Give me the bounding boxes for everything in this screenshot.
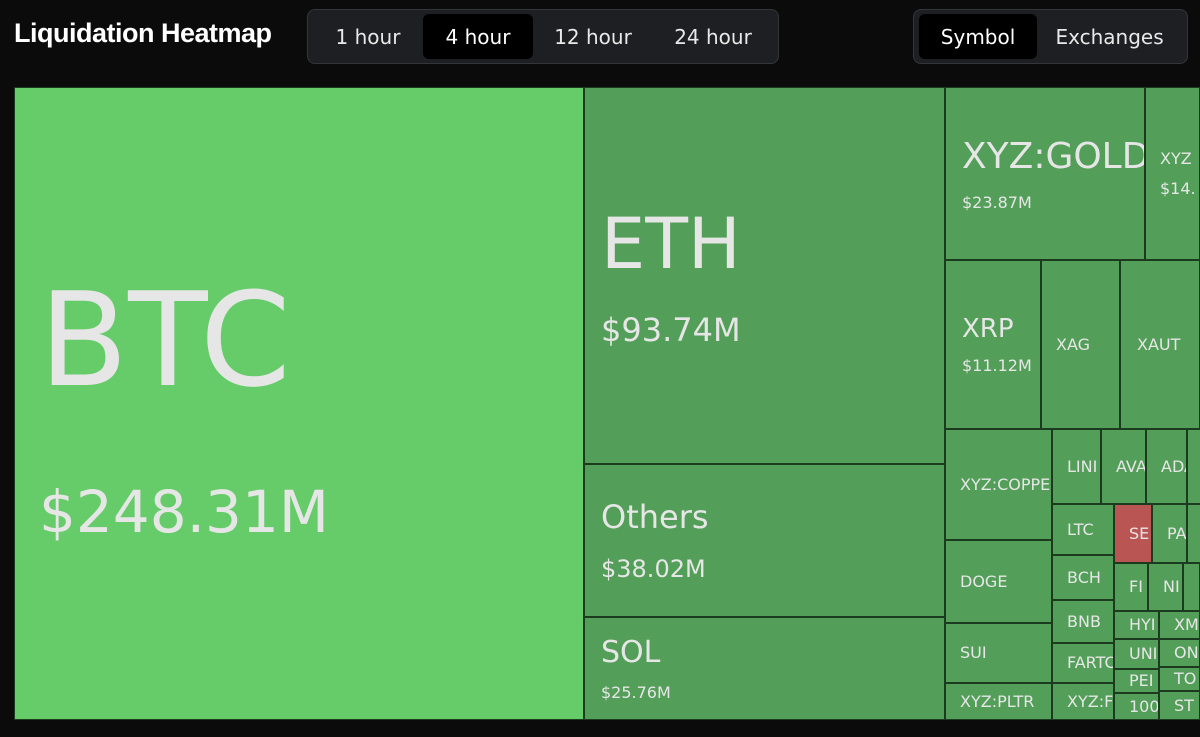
tile-symbol: SE (1129, 523, 1150, 543)
tile-symbol: ON (1174, 643, 1199, 663)
treemap-tile[interactable]: ADA (1146, 429, 1187, 504)
treemap-tile[interactable]: PEI (1114, 669, 1159, 693)
treemap-tile[interactable]: XYZ:COPPE (945, 429, 1052, 540)
tile-symbol: ETH (601, 203, 741, 285)
treemap-tile[interactable]: NI (1148, 563, 1183, 611)
treemap-tile[interactable]: XM (1159, 611, 1200, 639)
treemap-tile[interactable]: UNI (1114, 639, 1159, 669)
tile-symbol: LINI (1067, 456, 1098, 476)
tile-symbol: 100 (1129, 696, 1159, 716)
treemap-tile[interactable]: DOGE (945, 540, 1052, 623)
treemap-tile[interactable]: PA (1152, 504, 1187, 563)
tile-symbol: XM (1174, 615, 1199, 635)
tile-value: $248.31M (39, 477, 329, 546)
tile-symbol: XYZ:COPPE (960, 474, 1051, 494)
tile-symbol: BCH (1067, 567, 1101, 587)
tile-symbol: PEI (1129, 671, 1154, 691)
treemap-tile[interactable]: 100 (1114, 693, 1159, 720)
tile-symbol: UNI (1129, 644, 1158, 664)
tile-value: $23.87M (962, 192, 1032, 212)
tile-symbol: XYZ (1160, 149, 1192, 169)
treemap-tile[interactable] (1183, 563, 1200, 611)
treemap-tile[interactable]: TO (1159, 667, 1200, 691)
tile-symbol: BTC (39, 263, 291, 416)
tile-symbol: SOL (601, 635, 661, 670)
tab[interactable]: Exchanges (1055, 24, 1164, 49)
treemap-tile[interactable]: AVA (1101, 429, 1146, 504)
tile-symbol: ADA (1161, 456, 1186, 476)
treemap-tile[interactable]: XYZ:F (1052, 683, 1114, 720)
tile-symbol: XYZ:PLTR (960, 691, 1035, 711)
tile-symbol: XRP (962, 314, 1014, 345)
view-tabs: Symbol Exchanges (913, 9, 1188, 64)
tile-symbol: XAG (1056, 334, 1091, 354)
treemap-tile[interactable]: SE (1114, 504, 1152, 563)
tile-value: $11.12M (962, 355, 1032, 375)
treemap-tile[interactable]: XAG (1041, 260, 1120, 429)
tile-symbol: DOGE (960, 571, 1008, 591)
treemap-tile[interactable]: BNB (1052, 600, 1114, 643)
treemap-tile[interactable]: XRP $11.12M (945, 260, 1041, 429)
treemap-tile[interactable]: SUI (945, 623, 1052, 683)
tile-symbol: FI (1129, 577, 1143, 597)
treemap-tile[interactable]: LTC (1052, 504, 1114, 555)
tab[interactable]: 12 hour (554, 24, 632, 49)
treemap-tile[interactable]: XAUT (1120, 260, 1200, 429)
tile-symbol: AVA (1116, 456, 1146, 476)
tab-active[interactable]: Symbol (919, 14, 1038, 59)
tab-active[interactable]: 4 hour (423, 14, 533, 59)
tab[interactable]: 24 hour (674, 24, 752, 49)
treemap-tile[interactable]: XYZ $14. (1145, 87, 1200, 260)
timeframe-tabs: 1 hour 4 hour 12 hour 24 hour (307, 9, 779, 64)
treemap-tile[interactable]: HYI (1114, 611, 1159, 639)
tile-symbol: XYZ:F (1067, 691, 1114, 711)
treemap-tile[interactable] (1187, 504, 1200, 563)
page-title: Liquidation Heatmap (14, 18, 272, 48)
treemap-tile[interactable]: FI (1114, 563, 1148, 611)
treemap-tile[interactable]: ST (1159, 691, 1200, 720)
treemap-tile[interactable]: ON (1159, 639, 1200, 667)
tile-symbol: HYI (1129, 615, 1156, 635)
treemap-tile[interactable]: BCH (1052, 555, 1114, 600)
tile-symbol: BNB (1067, 611, 1101, 631)
treemap-tile[interactable]: SOL $25.76M (584, 617, 945, 720)
tile-symbol: TO (1174, 669, 1197, 689)
tile-symbol: ST (1174, 695, 1194, 715)
tile-value: $25.76M (601, 683, 671, 702)
treemap-tile[interactable]: Others $38.02M (584, 464, 945, 617)
treemap-tile[interactable]: BTC $248.31M (14, 87, 584, 720)
treemap-tile[interactable]: ETH $93.74M (584, 87, 945, 464)
tile-value: $14. (1160, 178, 1196, 198)
treemap-tile[interactable]: XYZ:PLTR (945, 683, 1052, 720)
tile-symbol: LTC (1067, 519, 1094, 539)
tile-symbol: NI (1163, 577, 1180, 597)
tile-symbol: XYZ:GOLD (962, 136, 1145, 178)
treemap-tile[interactable]: XYZ:GOLD $23.87M (945, 87, 1145, 260)
tile-symbol: Others (601, 498, 709, 537)
tile-value: $38.02M (601, 554, 706, 583)
treemap-tile[interactable]: FARTC (1052, 643, 1114, 683)
tab[interactable]: 1 hour (335, 24, 401, 49)
tile-symbol: FARTC (1067, 653, 1114, 673)
tile-symbol: SUI (960, 643, 987, 663)
treemap-tile[interactable] (1187, 429, 1200, 504)
treemap: BTC $248.31M ETH $93.74M Others $38.02M SOL $25… (14, 87, 1200, 720)
tile-symbol: PA (1167, 523, 1187, 543)
tile-symbol: XAUT (1137, 334, 1181, 354)
treemap-tile[interactable]: LINI (1052, 429, 1101, 504)
tile-value: $93.74M (601, 311, 741, 349)
